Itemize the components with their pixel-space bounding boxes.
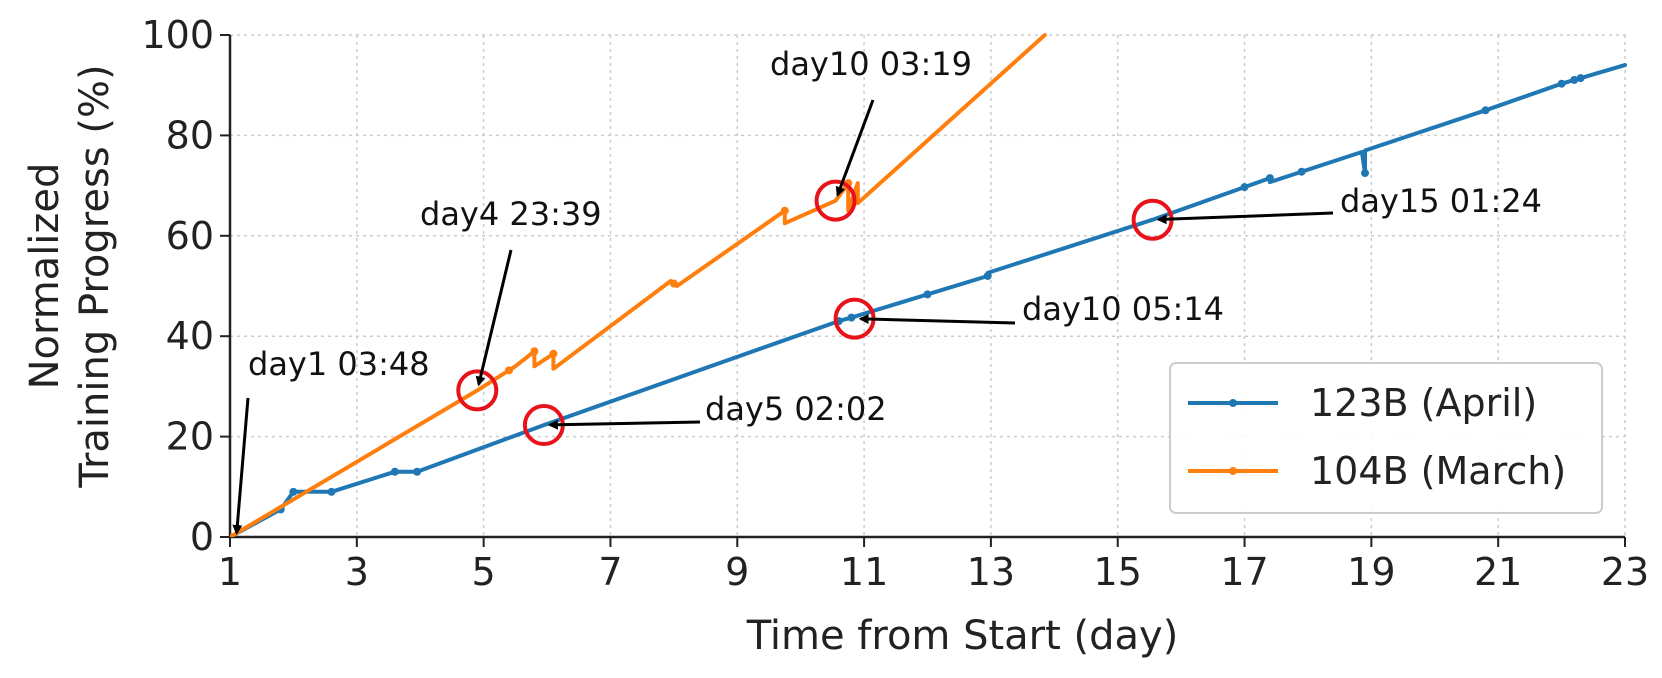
data-point-marker [1240,183,1249,192]
data-point-marker [669,279,678,288]
x-tick-label: 3 [345,550,369,594]
legend-swatch-marker [1229,399,1237,407]
series-lines [230,33,1627,537]
annotation-label: day5 02:02 [705,390,887,428]
annotation-label: day10 03:19 [770,45,972,83]
legend-label: 123B (April) [1310,381,1537,425]
series-0 [230,63,1627,537]
data-point-marker [505,366,513,375]
annotation-label: day4 23:39 [420,195,602,233]
data-point-marker [549,349,558,358]
y-tick-label: 80 [166,113,214,157]
annotation-label: day1 03:48 [248,345,430,383]
annotations: day1 03:48 day4 23:39 day5 02:02 day10 03:1… [232,45,1542,536]
data-point-marker [530,347,539,356]
y-tick-label: 20 [166,415,214,459]
series-line [230,33,1047,537]
axis-titles: Time from Start (day) Normalized Training … [22,64,1178,659]
x-tick-label: 21 [1474,550,1522,594]
data-point-marker [983,271,992,280]
data-point-marker [390,467,399,476]
data-point-marker [1576,74,1585,83]
series-1 [230,33,1047,537]
y-tick-label: 60 [166,214,214,258]
x-tick-label: 7 [598,550,622,594]
data-point-marker [413,467,422,476]
data-point-marker [1361,169,1370,178]
y-tick-label: 0 [190,515,214,559]
x-tick-label: 15 [1094,550,1142,594]
data-point-marker [1557,79,1566,88]
data-point-marker [1481,106,1490,115]
y-tick-label: 40 [166,314,214,358]
x-axis-title: Time from Start (day) [746,613,1179,659]
y-axis-title-line: Training Progress (%) [72,64,118,488]
annotation-arrow [858,314,1016,325]
annotation-arrow [475,249,513,387]
data-point-marker [327,487,336,496]
y-axis-title-line: Normalized [22,163,68,390]
data-point-marker [1570,75,1579,84]
annotation-arrow [232,397,250,536]
data-point-marker [780,206,789,215]
y-tick-label: 100 [141,13,214,57]
data-point-marker [1265,174,1274,183]
x-tick-label: 5 [472,550,496,594]
legend-box [1169,362,1603,514]
highlight-circle [814,179,857,222]
x-tick-label: 13 [967,550,1015,594]
x-tick-label: 9 [725,550,749,594]
data-point-marker [1297,167,1306,176]
legend-swatch-marker [1229,467,1237,475]
annotation-label: day15 01:24 [1340,182,1542,220]
x-tick-label: 1 [218,550,242,594]
highlight-circle [456,369,499,412]
x-tick-label: 23 [1601,550,1649,594]
legend: 123B (April) 104B (March) [1169,362,1603,514]
data-point-marker [923,290,932,299]
x-tick-label: 17 [1220,550,1268,594]
x-tick-label: 11 [840,550,888,594]
annotation-arrow [835,99,875,197]
annotation-arrow [1156,211,1334,225]
annotation-label: day10 05:14 [1022,290,1224,328]
x-tick-label: 19 [1347,550,1395,594]
legend-label: 104B (March) [1310,449,1566,493]
data-point-marker [847,313,856,322]
data-point-marker [289,487,298,496]
annotation-arrow [547,419,701,430]
